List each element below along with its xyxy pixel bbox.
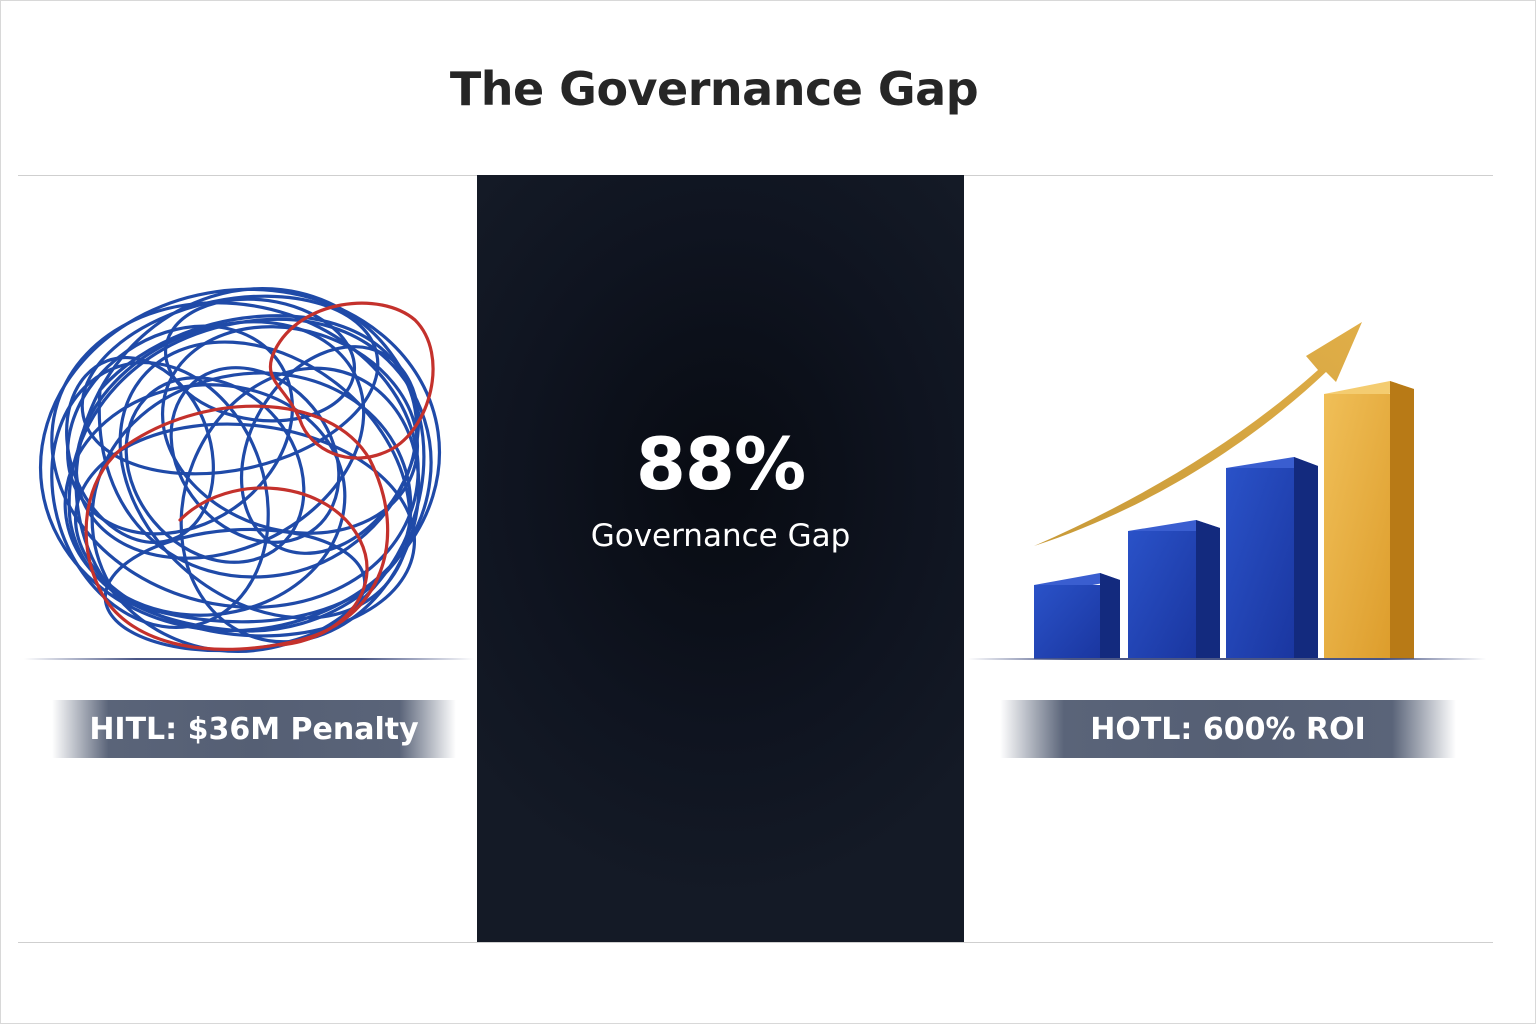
right-baseline (968, 658, 1486, 660)
hotl-banner: HOTL: 600% ROI (1000, 700, 1456, 758)
gap-label: Governance Gap (590, 518, 851, 554)
hitl-banner: HITL: $36M Penalty (52, 700, 456, 758)
center-stat-panel (477, 175, 964, 942)
hitl-banner-label: HITL: $36M Penalty (89, 711, 419, 747)
slide-title: The Governance Gap (449, 62, 979, 116)
hotl-banner-label: HOTL: 600% ROI (1090, 711, 1366, 747)
left-baseline (24, 658, 474, 660)
bottom-divider (18, 942, 1493, 943)
center-stat-text: 88% Governance Gap (477, 0, 964, 1024)
gap-percentage: 88% (635, 422, 806, 506)
